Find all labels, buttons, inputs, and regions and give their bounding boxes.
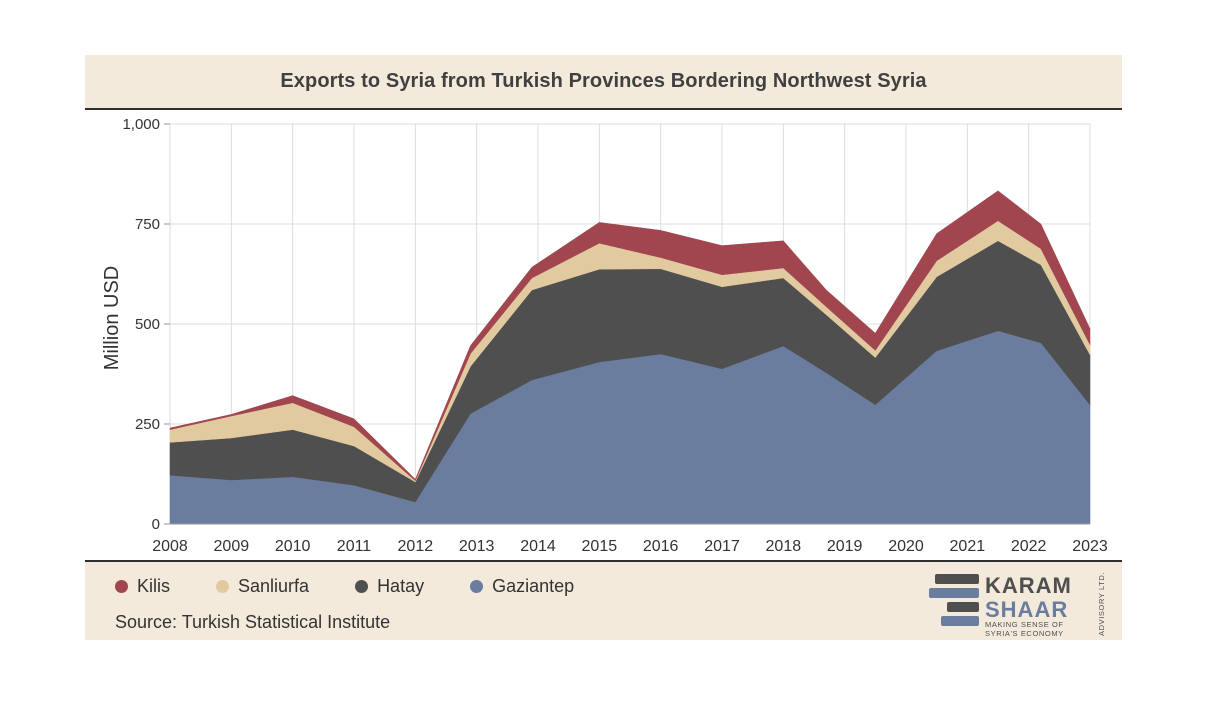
logo-line2: SHAAR	[985, 597, 1068, 622]
chart-title: Exports to Syria from Turkish Provinces …	[280, 70, 927, 92]
area-kilis	[169, 190, 1091, 482]
y-tick-label: 500	[135, 316, 160, 333]
legend-dot-sanliurfa	[216, 580, 230, 593]
x-tick-label: 2011	[337, 538, 372, 555]
logo-bar-3	[947, 602, 979, 612]
legend-label-sanliurfa: Sanliurfa	[238, 576, 310, 596]
legend: Kilis Sanliurfa Hatay Gaziantep	[115, 576, 620, 597]
x-tick-label: 2013	[459, 538, 495, 555]
x-tick-label: 2022	[1011, 538, 1047, 555]
x-tick-label: 2023	[1072, 538, 1108, 555]
x-tick-label: 2014	[520, 538, 556, 555]
y-tick-label: 750	[135, 216, 160, 233]
legend-label-gaziantep: Gaziantep	[492, 576, 575, 596]
legend-label-hatay: Hatay	[377, 576, 425, 596]
legend-dot-hatay	[355, 580, 369, 593]
axis-layer: 0 250 500 750 1,000 2008 2009 2010 2011 2012 2013 2…	[122, 116, 1107, 555]
legend-item-hatay: Hatay	[355, 576, 424, 597]
karam-shaar-logo: KARAM SHAAR MAKING SENSE OF SYRIA'S ECON…	[929, 572, 1106, 638]
x-tick-label: 2020	[888, 538, 924, 555]
source-note: Source: Turkish Statistical Institute	[115, 612, 391, 632]
legend-dot-gaziantep	[470, 580, 484, 593]
x-tick-label: 2015	[582, 538, 618, 555]
legend-item-gaziantep: Gaziantep	[470, 576, 574, 597]
x-tick-label: 2019	[827, 538, 863, 555]
footer-band: Kilis Sanliurfa Hatay Gaziantep Source: …	[85, 560, 1122, 640]
logo-tagline2: SYRIA'S ECONOMY	[985, 629, 1064, 638]
x-tick-label: 2021	[950, 538, 986, 555]
area-layer	[169, 190, 1091, 525]
x-tick-label: 2009	[214, 538, 250, 555]
legend-item-sanliurfa: Sanliurfa	[216, 576, 309, 597]
y-tick-label: 0	[152, 516, 160, 533]
legend-label-kilis: Kilis	[137, 576, 171, 596]
logo-tagline1: MAKING SENSE OF	[985, 620, 1064, 629]
logo-bar-2	[929, 588, 979, 598]
logo-line1: KARAM	[985, 573, 1072, 598]
logo-bar-1	[935, 574, 979, 584]
logo-side-text: ADVISORY LTD.	[1097, 572, 1106, 636]
y-tick-label: 250	[135, 416, 160, 433]
y-tick-label: 1,000	[122, 116, 160, 133]
x-tick-label: 2010	[275, 538, 311, 555]
legend-item-kilis: Kilis	[115, 576, 170, 597]
y-axis-label: Million USD	[101, 266, 123, 370]
chart-card: Exports to Syria from Turkish Provinces …	[85, 55, 1122, 640]
x-tick-label: 2017	[704, 538, 740, 555]
x-tick-label: 2016	[643, 538, 679, 555]
x-tick-label: 2008	[152, 538, 188, 555]
x-tick-label: 2018	[766, 538, 802, 555]
logo-bar-4	[941, 616, 979, 626]
title-band: Exports to Syria from Turkish Provinces …	[85, 55, 1122, 110]
x-tick-label: 2012	[398, 538, 434, 555]
legend-dot-kilis	[115, 580, 128, 593]
